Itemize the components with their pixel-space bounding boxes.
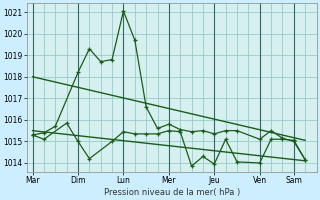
X-axis label: Pression niveau de la mer( hPa ): Pression niveau de la mer( hPa )	[104, 188, 240, 197]
